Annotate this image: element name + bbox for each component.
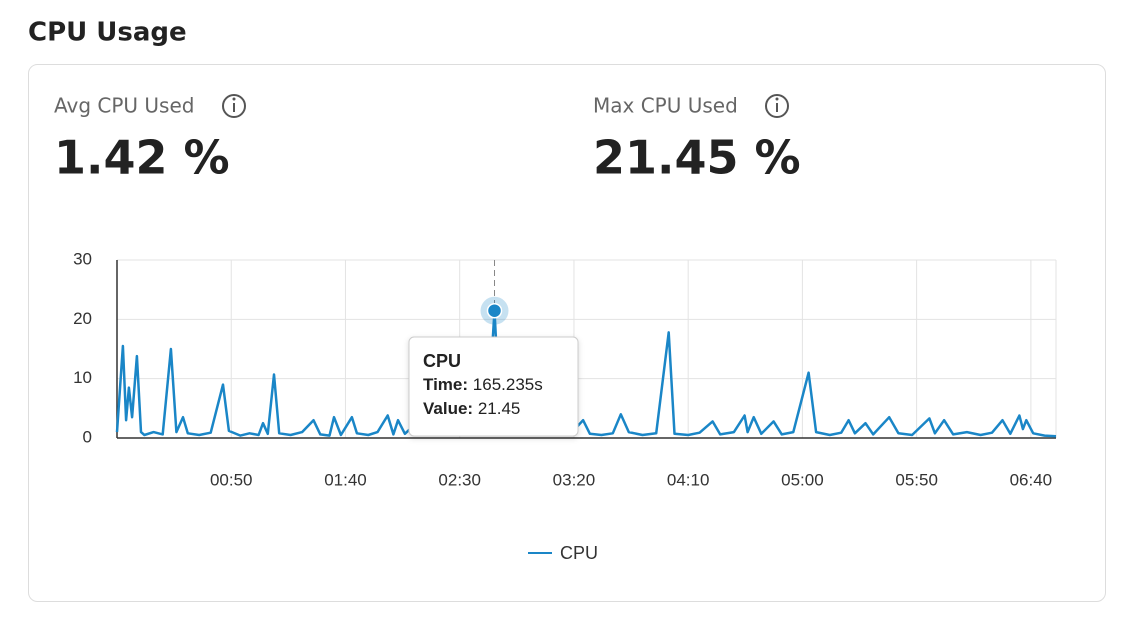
tooltip-key: Value: bbox=[423, 399, 473, 418]
hover-point bbox=[486, 302, 503, 319]
plot: 0 10 20 30 00:50 01:40 02:30 03:20 04:10 05:00 05:… bbox=[73, 249, 1057, 489]
tooltip-title: CPU bbox=[423, 351, 461, 371]
legend-label: CPU bbox=[560, 543, 598, 563]
y-tick-label: 10 bbox=[73, 368, 92, 387]
widget-title: CPU Usage bbox=[28, 18, 187, 48]
card bbox=[28, 64, 1106, 602]
stat-label: Max CPU Used bbox=[593, 94, 738, 118]
stat-value: 21.45 % bbox=[593, 131, 801, 185]
y-tick-label: 30 bbox=[73, 249, 92, 268]
info-icon[interactable] bbox=[222, 94, 246, 118]
stat-label: Avg CPU Used bbox=[54, 94, 194, 118]
tooltip-value: 165.235s bbox=[473, 375, 543, 394]
tooltip-key: Time: bbox=[423, 375, 468, 394]
tooltip-box bbox=[408, 336, 579, 437]
x-tick-label: 03:20 bbox=[553, 470, 596, 489]
x-tick-label: 00:50 bbox=[210, 470, 253, 489]
stat-value: 1.42 % bbox=[54, 131, 230, 185]
tooltip-value: 21.45 bbox=[478, 399, 521, 418]
x-tick-label: 05:50 bbox=[895, 470, 938, 489]
x-tick-label: 02:30 bbox=[438, 470, 481, 489]
y-tick-label: 0 bbox=[83, 427, 92, 446]
x-tick-label: 04:10 bbox=[667, 470, 710, 489]
tooltip-row: Value: 21.45 bbox=[423, 399, 520, 418]
y-tick-label: 20 bbox=[73, 309, 92, 328]
x-tick-label: 05:00 bbox=[781, 470, 824, 489]
x-tick-label: 06:40 bbox=[1010, 470, 1053, 489]
tooltip-row: Time: 165.235s bbox=[423, 375, 543, 394]
x-tick-label: 01:40 bbox=[324, 470, 367, 489]
info-icon[interactable] bbox=[765, 94, 789, 118]
